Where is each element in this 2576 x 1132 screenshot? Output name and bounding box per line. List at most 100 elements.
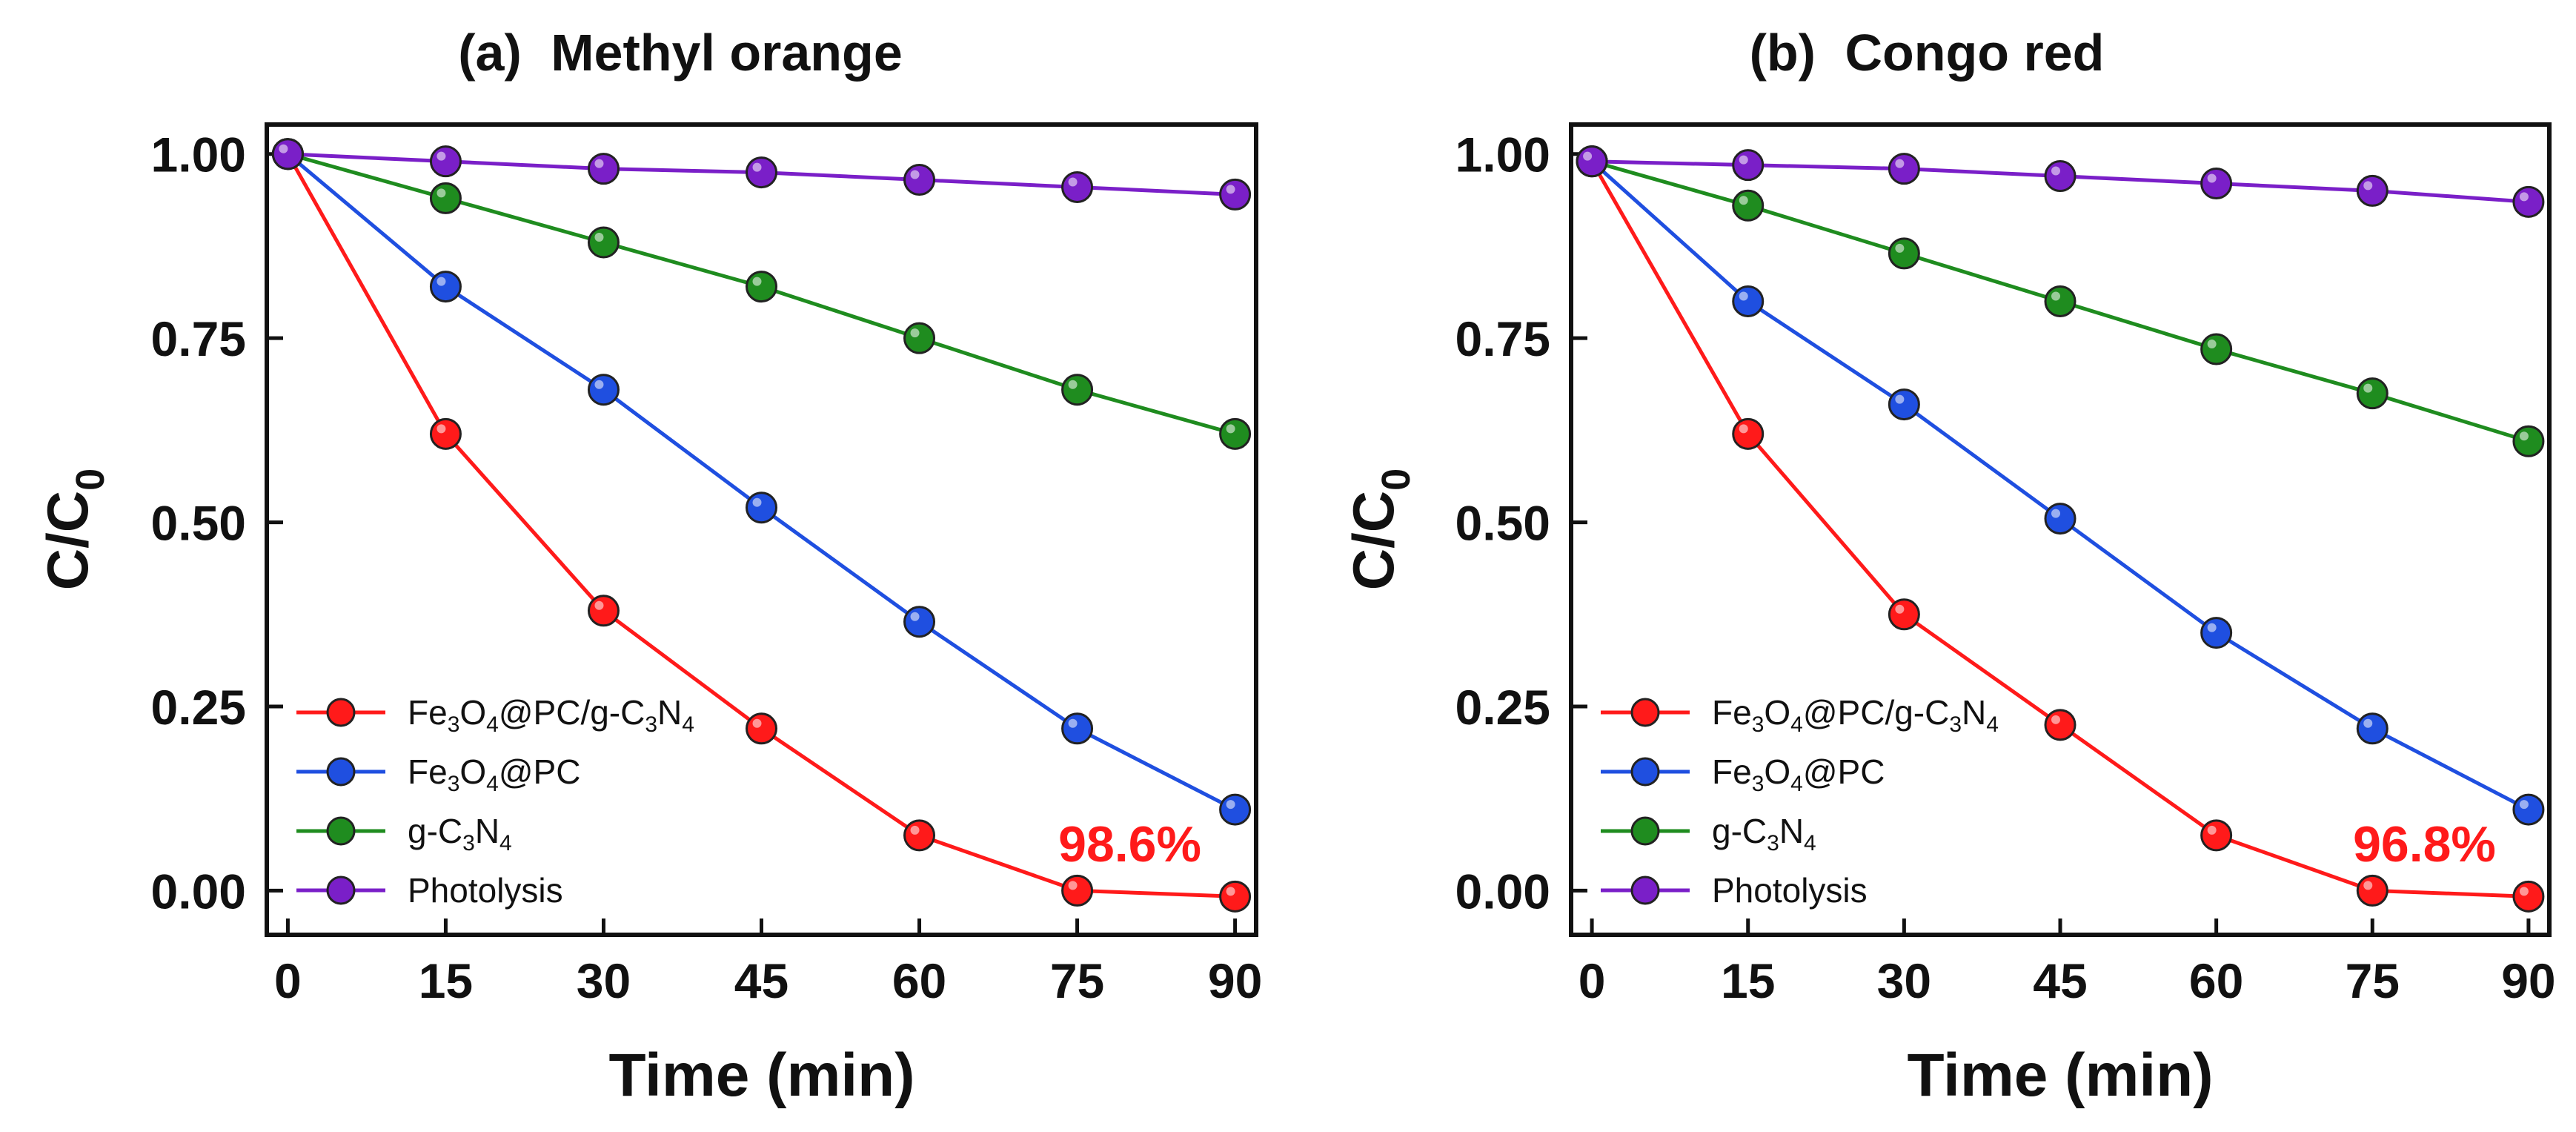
data-point	[1219, 793, 1252, 826]
data-point	[1219, 417, 1252, 450]
data-point	[903, 322, 936, 354]
data-point-highlight	[594, 380, 604, 389]
y-tick-label: 0.50	[1455, 496, 1550, 551]
legend-marker	[1630, 698, 1660, 727]
data-point-highlight	[1583, 151, 1593, 161]
panel-b: (b) Congo red 0.00 0.25 0.50 0.75 1.00 0 15 30…	[1341, 24, 2556, 1109]
y-tick-label: 0.00	[151, 864, 246, 918]
data-point	[2356, 712, 2389, 745]
data-point-highlight	[1739, 424, 1748, 434]
legend-label: Fe3O4@PC	[1712, 752, 1885, 796]
x-tick-label: 60	[892, 953, 946, 1008]
data-point-highlight	[910, 612, 920, 621]
data-point	[2044, 160, 2077, 193]
data-point-highlight	[2363, 383, 2373, 393]
data-point	[903, 819, 936, 852]
data-point	[429, 145, 462, 178]
data-point	[746, 491, 777, 524]
y-tick-label: 0.25	[1455, 680, 1550, 735]
data-point	[2200, 617, 2233, 649]
data-point-highlight	[752, 277, 762, 286]
y-tick-label: 1.00	[1455, 128, 1550, 182]
data-point-highlight	[910, 170, 920, 179]
data-point-highlight	[2207, 340, 2217, 349]
legend: Fe3O4@PC/g-C3N4 Fe3O4@PC g-C3N4 Photolysis	[1601, 693, 1999, 910]
data-point	[746, 156, 777, 189]
legend-marker	[1630, 757, 1660, 787]
data-point	[429, 182, 462, 214]
data-point	[1061, 171, 1094, 203]
data-point-highlight	[910, 328, 920, 338]
data-point-highlight	[436, 188, 446, 198]
legend-marker	[326, 816, 356, 846]
data-point-highlight	[2051, 715, 2060, 724]
data-point	[1061, 874, 1094, 907]
data-point-highlight	[2519, 887, 2529, 896]
data-point-highlight	[2363, 881, 2373, 890]
panel-a-title-text: Methyl orange	[551, 24, 903, 82]
data-point	[1219, 178, 1252, 211]
data-point	[2200, 333, 2233, 365]
y-tick-label: 0.25	[151, 680, 246, 735]
data-point	[1219, 880, 1252, 913]
data-point	[1061, 374, 1094, 406]
panel-a-label: (a)	[458, 24, 522, 82]
data-point	[587, 374, 620, 406]
data-point-highlight	[1068, 881, 1078, 890]
data-point-highlight	[2207, 173, 2217, 183]
legend-marker	[326, 698, 356, 727]
data-point-highlight	[2519, 192, 2529, 202]
y-tick-label: 0.75	[151, 311, 246, 366]
data-point	[1888, 237, 1920, 270]
panel-b-title-text: Congo red	[1845, 24, 2104, 82]
data-point-highlight	[2363, 718, 2373, 728]
data-point	[2044, 285, 2077, 317]
data-point	[587, 226, 620, 259]
data-point	[2512, 185, 2545, 218]
data-point	[2512, 425, 2545, 457]
legend-label: Fe3O4@PC/g-C3N4	[408, 693, 694, 737]
x-tick-label: 45	[2033, 953, 2087, 1008]
x-tick-label: 90	[1208, 953, 1262, 1008]
data-point	[1732, 189, 1765, 222]
annotation-96-8: 96.8%	[2353, 816, 2496, 873]
data-point-highlight	[1739, 196, 1748, 205]
y-tick-label: 0.75	[1455, 311, 1550, 366]
data-point-highlight	[436, 151, 446, 161]
data-point-highlight	[1068, 380, 1078, 389]
y-axis-label: C/C0	[35, 469, 113, 590]
x-tick-label: 75	[2346, 953, 2400, 1008]
x-tick-label: 30	[1877, 953, 1931, 1008]
data-point-highlight	[2519, 431, 2529, 441]
data-point-highlight	[2207, 825, 2217, 835]
data-point-highlight	[752, 497, 762, 507]
panel-a-title: (a) Methyl orange	[458, 24, 903, 82]
data-point	[1732, 417, 1765, 450]
legend-marker	[326, 757, 356, 787]
data-point-highlight	[1895, 243, 1905, 253]
data-point-highlight	[594, 159, 604, 168]
data-point	[2356, 874, 2389, 907]
data-point	[1888, 598, 1920, 631]
panel-a: (a) Methyl orange 0.00 0.25 0.50 0.75 1.00 0…	[35, 24, 1262, 1109]
data-point-highlight	[1068, 718, 1078, 728]
annotation-98-6: 98.6%	[1058, 816, 1201, 873]
y-tick-label: 0.00	[1455, 864, 1550, 918]
legend-label: g-C3N4	[408, 812, 512, 855]
data-point	[1732, 285, 1765, 317]
panel-b-label: (b)	[1750, 24, 1816, 82]
data-point-highlight	[752, 162, 762, 172]
data-point-highlight	[1895, 159, 1905, 168]
data-point-highlight	[1895, 394, 1905, 404]
data-point-highlight	[2363, 181, 2373, 191]
data-point	[2044, 503, 2077, 535]
data-point-highlight	[1739, 291, 1748, 301]
legend-label: Photolysis	[1712, 871, 1868, 910]
data-point-highlight	[279, 144, 288, 153]
data-point-highlight	[436, 424, 446, 434]
x-tick-label: 75	[1050, 953, 1104, 1008]
data-point-highlight	[1068, 177, 1078, 187]
x-tick-label: 45	[734, 953, 789, 1008]
data-point-highlight	[910, 825, 920, 835]
